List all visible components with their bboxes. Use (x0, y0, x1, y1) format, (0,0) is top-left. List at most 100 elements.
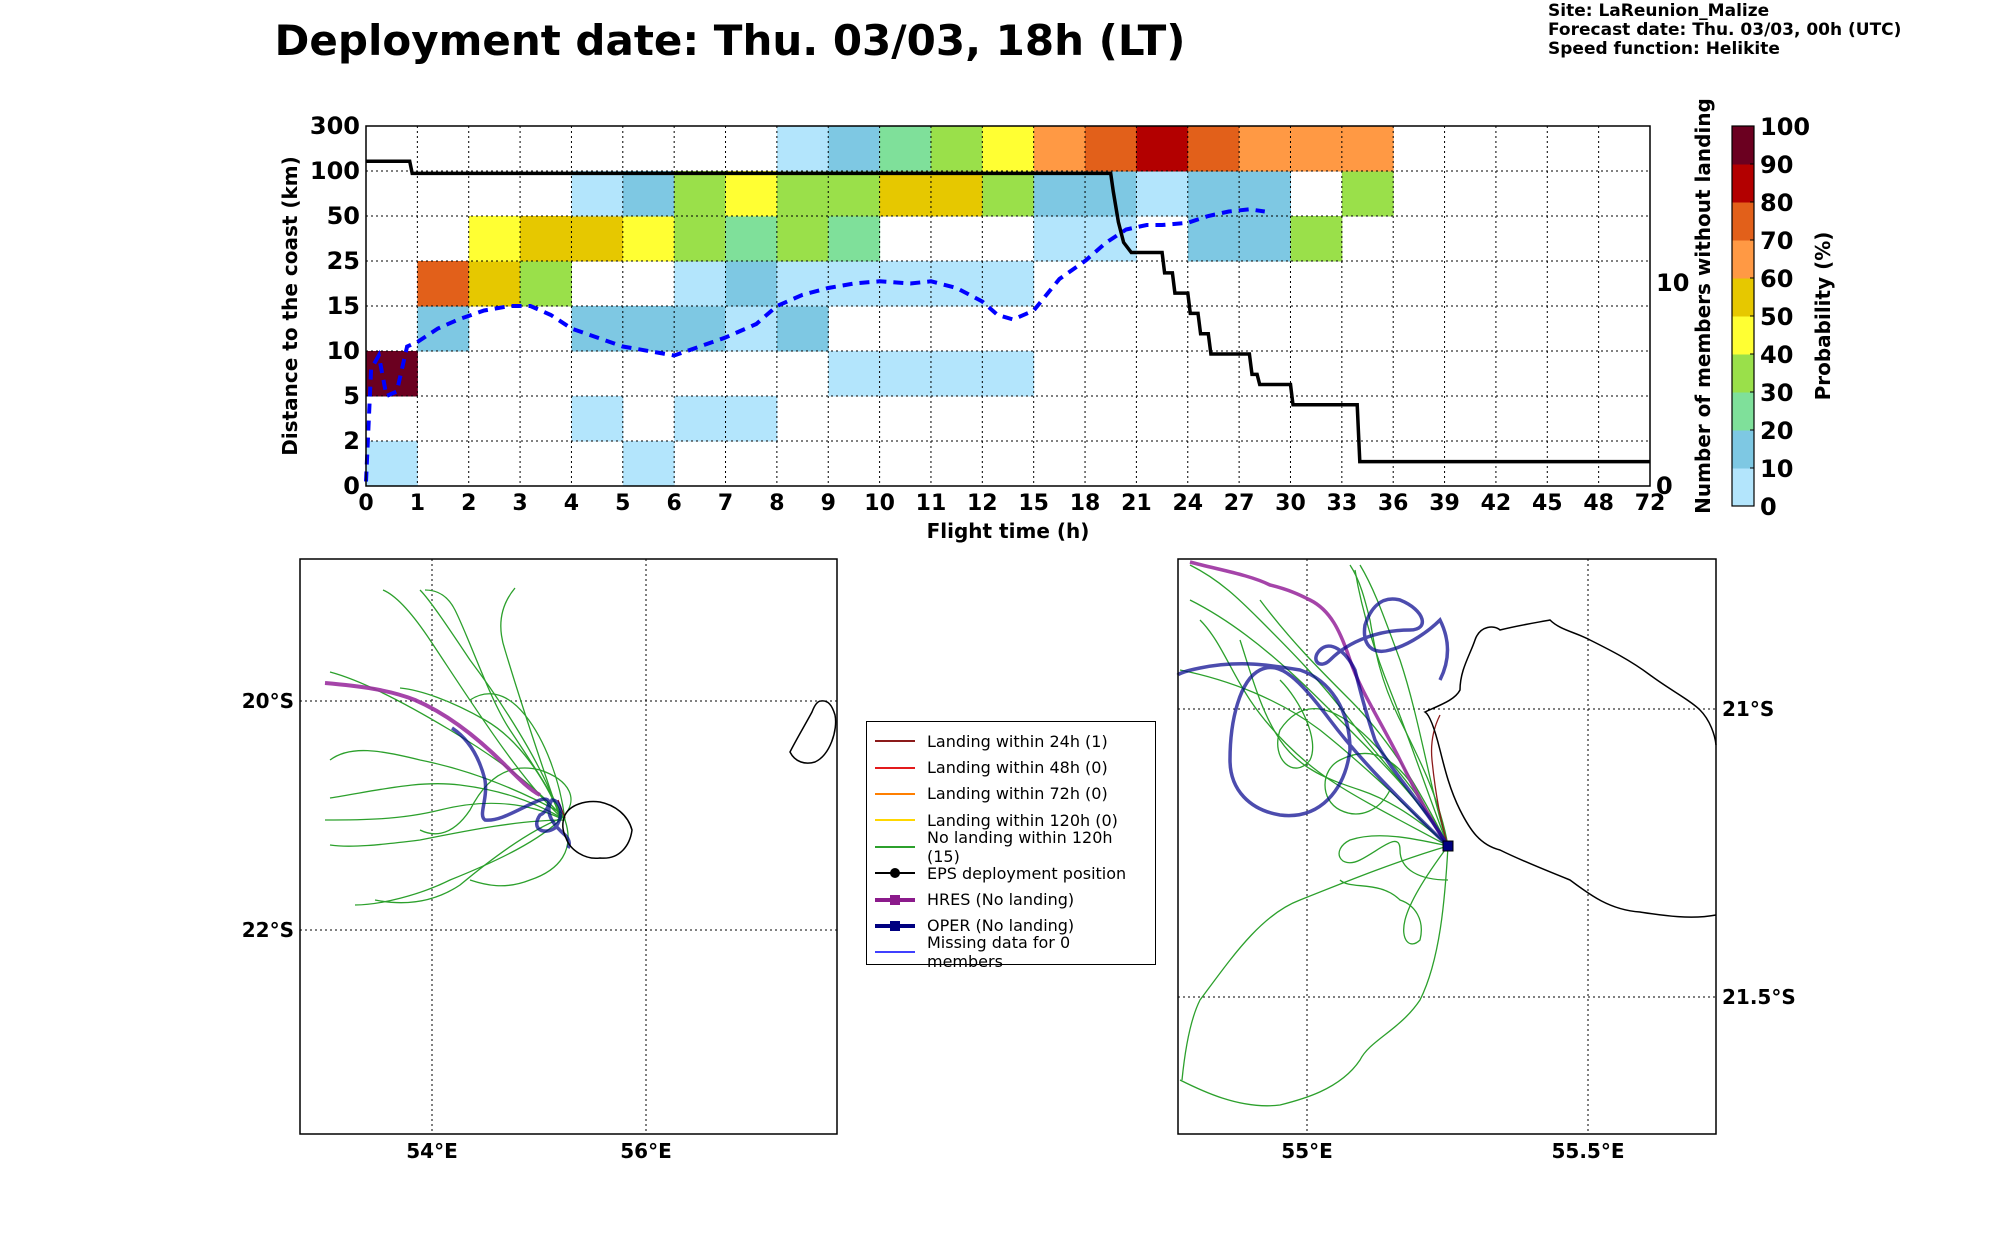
heatmap-cell (828, 216, 881, 262)
x-tick-label: 18 (1070, 491, 1101, 516)
heatmap-cell (776, 216, 829, 262)
heatmap-cell (982, 126, 1035, 172)
heatmap-cell (1136, 126, 1189, 172)
colorbar-tick-label: 30 (1760, 379, 1793, 407)
x-tick-label: 12 (967, 491, 998, 516)
colorbar-tick-label: 70 (1760, 227, 1793, 255)
y-right-tick-label: 10 (1656, 269, 1689, 297)
legend-label: EPS deployment position (927, 863, 1127, 883)
heatmap-cell (1136, 171, 1189, 217)
heatmap-cell (1033, 126, 1086, 172)
regional-map-grid (300, 559, 837, 1134)
heatmap-cell (622, 306, 675, 352)
heatmap-cells (366, 126, 1394, 487)
colorbar-tick-label: 0 (1760, 493, 1777, 521)
heatmap-cell (828, 171, 881, 217)
heatmap-cell (879, 126, 932, 172)
heatmap-cell (930, 261, 983, 307)
heatmap-cell (468, 261, 521, 307)
heatmap-cell (571, 306, 624, 352)
heatmap-cell (674, 261, 727, 307)
heatmap-cell (776, 171, 829, 217)
x-tick-label: 72 (1635, 491, 1666, 516)
y-tick-label: 300 (310, 112, 360, 140)
heatmap-cell (571, 396, 624, 442)
colorbar-segment (1732, 278, 1754, 317)
heatmap-cell (520, 216, 572, 262)
heatmap-cell (366, 441, 418, 487)
circle-marker-icon (890, 868, 900, 879)
legend-label: Landing within 120h (0) (927, 810, 1118, 830)
legend-entry: OPER (No landing) (875, 913, 1147, 939)
colorbar-tick-label: 80 (1760, 189, 1793, 217)
map-left-x-tick-1: 56°E (620, 1139, 672, 1163)
y-tick-label: 25 (327, 247, 360, 275)
map-right-x-tick-0: 55°E (1281, 1139, 1333, 1163)
legend-label: OPER (No landing) (927, 916, 1075, 936)
zoom-oper-track-2 (1314, 597, 1450, 847)
heatmap-cell (571, 171, 624, 217)
x-tick-label: 45 (1532, 491, 1563, 516)
colorbar-segment (1732, 430, 1754, 469)
x-tick-label: 1 (410, 491, 425, 516)
x-tick-label: 0 (358, 491, 373, 516)
heatmap-cell (776, 126, 829, 172)
colorbar-tick-label: 10 (1760, 455, 1793, 483)
heatmap-cell (1341, 126, 1394, 172)
heatmap-cell (366, 351, 418, 397)
heatmap-cell (776, 261, 829, 307)
legend-entry: Missing data for 0 members (875, 933, 1147, 971)
x-axis-label: Flight time (h) (927, 519, 1090, 543)
y-tick-label: 50 (327, 202, 360, 230)
heatmap-grid (366, 126, 1650, 486)
heatmap-cell (725, 171, 778, 217)
heatmap-cell (828, 126, 881, 172)
x-tick-label: 36 (1378, 491, 1409, 516)
legend-entry: HRES (No landing) (875, 886, 1147, 912)
heatmap-cell (674, 216, 727, 262)
heatmap-cell (1187, 216, 1240, 262)
y-tick-label: 5 (343, 382, 360, 410)
legend-swatch (875, 814, 915, 826)
page-title: Deployment date: Thu. 03/03, 18h (LT) (274, 16, 1186, 65)
x-tick-label: 39 (1429, 491, 1460, 516)
heatmap-cell (520, 261, 572, 307)
legend-entry: EPS deployment position (875, 860, 1147, 886)
forecast-date-label: Forecast date: Thu. 03/03, 00h (UTC) (1548, 20, 1902, 40)
heatmap-cell (417, 261, 470, 307)
legend-label: No landing within 120h (15) (927, 827, 1113, 866)
legend-swatch (875, 867, 915, 879)
colorbar-segment (1732, 354, 1754, 393)
x-tick-label: 30 (1275, 491, 1306, 516)
colorbar-tick-label: 90 (1760, 151, 1793, 179)
x-tick-label: 5 (615, 491, 630, 516)
legend-swatch (875, 946, 915, 958)
zoom-hres-track (1189, 560, 1450, 847)
x-tick-label: 6 (667, 491, 682, 516)
heatmap-cell (828, 261, 881, 307)
mauritius-island-shape (789, 700, 837, 764)
heatmap-cell (622, 171, 675, 217)
heatmap-cell (879, 351, 932, 397)
reunion-island-shape (562, 800, 633, 859)
legend-swatch (875, 735, 915, 747)
y-tick-label: 15 (327, 292, 360, 320)
heatmap-cell (674, 306, 727, 352)
colorbar (1731, 125, 1755, 507)
heatmap-cell (725, 396, 778, 442)
site-label: Site: LaReunion_Malize (1548, 1, 1770, 21)
x-tick-label: 21 (1121, 491, 1152, 516)
regional-landing24-track (557, 799, 566, 819)
x-tick-label: 10 (864, 491, 895, 516)
x-tick-label: 42 (1481, 491, 1512, 516)
legend-entry: No landing within 120h (15) (875, 828, 1147, 866)
heatmap-cell (930, 351, 983, 397)
legend-label: Missing data for 0 members (927, 933, 1071, 972)
x-tick-label: 27 (1224, 491, 1255, 516)
heatmap-cell (828, 351, 881, 397)
legend-swatch (875, 894, 915, 906)
colorbar-segment (1732, 316, 1754, 355)
heatmap-cell (1239, 216, 1291, 262)
heatmap-cell (1085, 126, 1137, 172)
